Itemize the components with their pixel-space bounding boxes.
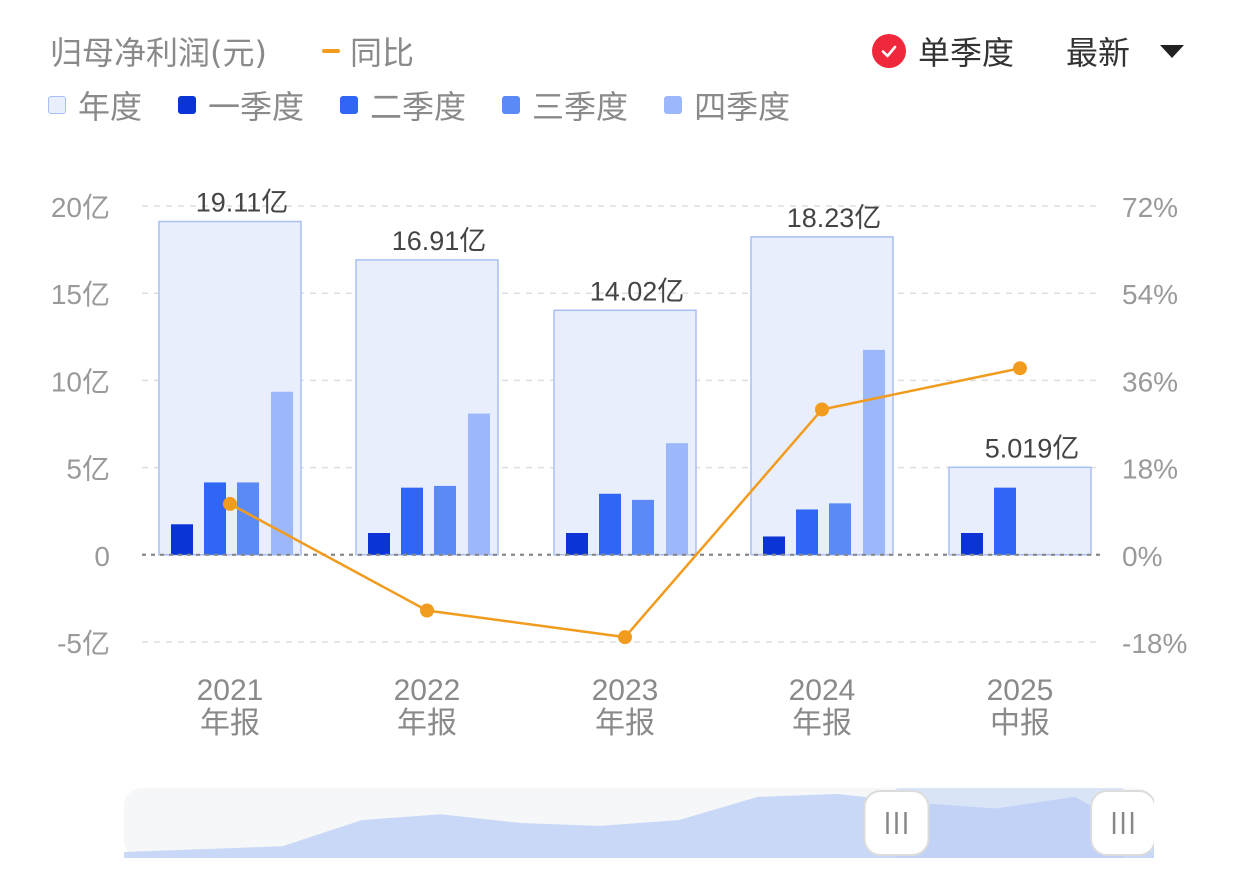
data-label-annual: 19.11亿: [196, 188, 289, 218]
x-tick-label: 年报: [595, 707, 655, 740]
latest-label: 最新: [1066, 34, 1131, 72]
bar-q2[interactable]: [796, 509, 818, 555]
bar-q3[interactable]: [632, 499, 654, 555]
legend-label-q4: 四季度: [694, 88, 791, 126]
y-left-tick-label: 20亿: [51, 192, 110, 223]
bar-q4[interactable]: [666, 443, 688, 555]
y-right-tick-label: 36%: [1122, 366, 1178, 397]
bar-q4[interactable]: [271, 391, 293, 555]
yoy-point[interactable]: [1013, 361, 1027, 376]
bar-q4[interactable]: [468, 413, 490, 555]
yoy-point[interactable]: [618, 630, 632, 645]
bar-q2[interactable]: [401, 487, 423, 555]
bar-q1[interactable]: [566, 533, 588, 555]
bar-q2[interactable]: [204, 482, 226, 555]
y-right-tick-label: 72%: [1122, 192, 1178, 223]
y-right-tick-label: 0%: [1122, 541, 1162, 572]
data-label-annual: 14.02亿: [590, 276, 685, 306]
y-right-tick-label: 54%: [1122, 279, 1178, 310]
x-tick-label: 2021: [197, 674, 264, 707]
y-left-tick-label: -5亿: [57, 628, 110, 659]
legend-item-q3[interactable]: 三季度: [502, 82, 628, 128]
legend-swatch-q1: [178, 96, 197, 114]
data-label-annual: 18.23亿: [787, 203, 882, 233]
x-tick-label: 2023: [592, 674, 659, 707]
chart-header: 归母净利润(元) 同比 单季度 最新 年度 一季度 二季度 三季度: [0, 0, 1242, 140]
navigator-selected-range[interactable]: [896, 788, 1124, 858]
yoy-legend-item[interactable]: 同比: [322, 28, 414, 74]
y-left-tick-label: 15亿: [51, 279, 110, 310]
legend-label-q1: 一季度: [208, 88, 305, 126]
x-tick-label: 2025: [987, 674, 1054, 707]
latest-dropdown[interactable]: 最新: [1066, 28, 1185, 74]
x-tick-label: 中报: [990, 707, 1050, 740]
x-tick-label: 年报: [397, 707, 457, 740]
bar-q2[interactable]: [994, 487, 1016, 555]
yoy-line-swatch: [322, 49, 340, 53]
chart-title: 归母净利润(元): [50, 34, 267, 72]
check-icon: [872, 34, 906, 68]
legend-label-annual: 年度: [78, 88, 143, 126]
bar-q3[interactable]: [434, 485, 456, 555]
bar-q4[interactable]: [863, 349, 885, 555]
x-tick-label: 2022: [394, 674, 461, 707]
bar-q3[interactable]: [237, 482, 259, 555]
x-tick-label: 2024: [789, 674, 856, 707]
legend-item-annual[interactable]: 年度: [48, 82, 142, 128]
legend-label-q2: 二季度: [370, 88, 467, 126]
y-left-tick-label: 10亿: [51, 366, 110, 397]
bar-q1[interactable]: [961, 533, 983, 555]
data-label-annual: 5.019亿: [985, 433, 1080, 463]
caret-down-icon: [1160, 44, 1185, 58]
y-left-tick-label: 0: [94, 541, 110, 572]
y-left-tick-label: 5亿: [66, 454, 110, 485]
single-quarter-label: 单季度: [918, 34, 1015, 72]
bar-q2[interactable]: [599, 493, 621, 555]
yoy-point[interactable]: [815, 402, 829, 417]
legend-item-q1[interactable]: 一季度: [178, 82, 304, 128]
legend-swatch-q2: [340, 96, 359, 114]
y-right-tick-label: 18%: [1122, 454, 1178, 485]
bar-q1[interactable]: [368, 533, 390, 555]
y-right-tick-label: -18%: [1122, 628, 1187, 659]
yoy-legend-label: 同比: [350, 34, 415, 72]
range-navigator[interactable]: [124, 788, 1154, 858]
legend-swatch-q3: [502, 96, 521, 114]
single-quarter-toggle[interactable]: 单季度: [872, 28, 1014, 74]
series-legend: 年度 一季度 二季度 三季度 四季度: [48, 82, 826, 128]
bar-q1[interactable]: [763, 536, 785, 555]
legend-swatch-q4: [664, 96, 683, 114]
yoy-point[interactable]: [223, 496, 237, 511]
data-label-annual: 16.91亿: [392, 226, 487, 256]
bar-q3[interactable]: [829, 503, 851, 555]
x-tick-label: 年报: [200, 707, 260, 740]
legend-item-q4[interactable]: 四季度: [664, 82, 790, 128]
bar-q1[interactable]: [171, 524, 193, 555]
yoy-point[interactable]: [420, 603, 434, 618]
legend-item-q2[interactable]: 二季度: [340, 82, 466, 128]
x-tick-label: 年报: [792, 707, 852, 740]
legend-swatch-annual: [48, 96, 66, 114]
legend-label-q3: 三季度: [532, 88, 629, 126]
